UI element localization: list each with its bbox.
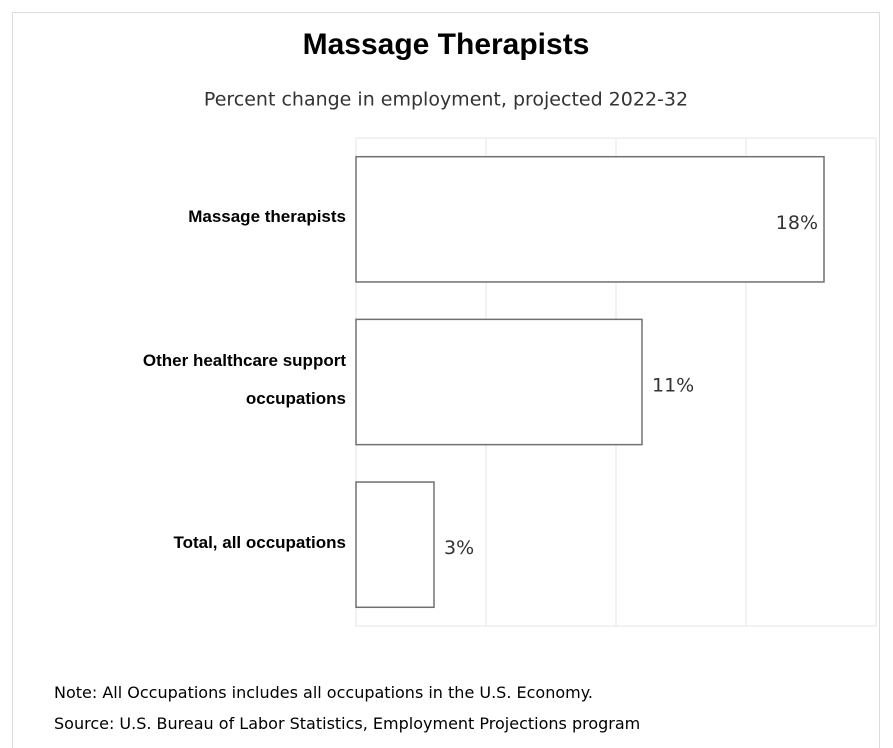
bar	[355, 155, 825, 283]
y-tick-label: Other healthcare support occupations	[142, 351, 346, 408]
frame	[12, 12, 880, 748]
value-label: 11%	[652, 375, 694, 397]
bar	[355, 481, 435, 609]
chart-title: Massage Therapists	[303, 28, 590, 61]
y-tick-label: Massage therapists	[188, 207, 346, 227]
y-tick-label: Total, all occupations	[173, 532, 346, 552]
note: Source: U.S. Bureau of Labor Statistics,…	[54, 714, 641, 733]
chart-subtitle: Percent change in employment, projected …	[204, 89, 688, 111]
value-label: 3%	[444, 537, 474, 559]
value-label: 18%	[776, 212, 818, 234]
note: Note: All Occupations includes all occup…	[54, 683, 593, 702]
bar	[355, 318, 643, 446]
